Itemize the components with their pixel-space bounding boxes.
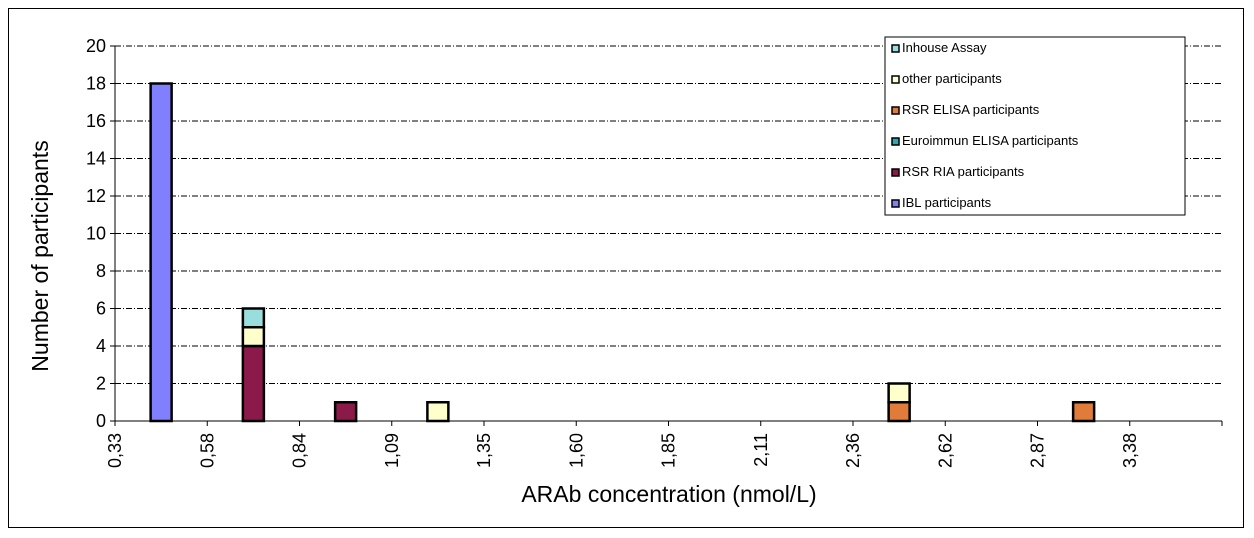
y-axis-title: Number of participants (27, 140, 53, 371)
x-tick-label: 2,11 (751, 433, 771, 467)
bar-segment (241, 344, 266, 423)
bar-segment (887, 401, 911, 423)
bar-segment (241, 307, 266, 329)
y-tick-label: 12 (86, 186, 106, 206)
legend-items: Inhouse Assay other participants RSR ELISA… (891, 40, 1079, 210)
x-tick-label: 1,09 (382, 433, 402, 468)
legend-swatch (891, 44, 900, 53)
legend-label: other participants (902, 71, 1002, 86)
y-tick-label: 2 (96, 374, 106, 394)
legend-swatch (891, 168, 900, 177)
y-tick-label: 8 (96, 261, 106, 281)
bar-segment (887, 382, 911, 404)
y-tick-label: 14 (86, 149, 106, 169)
x-tick-label: 1,85 (659, 433, 679, 468)
axes (110, 45, 1223, 426)
bar-segment (241, 326, 266, 348)
legend-swatch (891, 199, 900, 208)
legend-label: IBL participants (902, 195, 992, 210)
x-tick-label: 1,35 (474, 433, 494, 468)
y-tick-label: 4 (96, 336, 106, 356)
legend-label: Inhouse Assay (902, 40, 987, 55)
tick-labels: 0 2 4 6 8 10 12 14 16 18 20 0,33 0,58 0,84 1,09 1,35 1,6… (86, 36, 1140, 468)
y-tick-label: 20 (86, 36, 106, 56)
x-tick-label: 3,38 (1120, 433, 1140, 468)
x-tick-label: 2,87 (1028, 433, 1048, 468)
x-tick-label: 2,62 (935, 433, 955, 468)
y-tick-label: 0 (96, 411, 106, 431)
legend-swatch (891, 137, 900, 146)
y-tick-label: 18 (86, 74, 106, 94)
y-tick-label: 10 (86, 224, 106, 244)
legend-label: Euroimmun ELISA participants (902, 133, 1079, 148)
y-tick-label: 16 (86, 111, 106, 131)
legend-label: RSR RIA participants (902, 164, 1025, 179)
x-tick-label: 0,84 (290, 433, 310, 468)
x-axis-title: ARAb concentration (nmol/L) (521, 481, 816, 507)
bar-segment (1071, 401, 1096, 423)
legend-box (884, 36, 1186, 216)
legend-label: RSR ELISA participants (902, 102, 1040, 117)
bar-segment (149, 82, 173, 423)
x-tick-label: 0,58 (197, 433, 217, 468)
x-tick-label: 1,60 (566, 433, 586, 468)
y-tick-label: 6 (96, 299, 106, 319)
grid-lines (115, 45, 1222, 384)
x-tick-label: 0,33 (105, 433, 125, 468)
bar-segment (333, 401, 358, 423)
bar-segment (426, 401, 450, 423)
legend-swatch (891, 106, 900, 115)
legend-swatch (891, 75, 900, 84)
legend: Inhouse Assay other participants RSR ELISA… (884, 36, 1186, 216)
x-tick-label: 2,36 (843, 433, 863, 468)
